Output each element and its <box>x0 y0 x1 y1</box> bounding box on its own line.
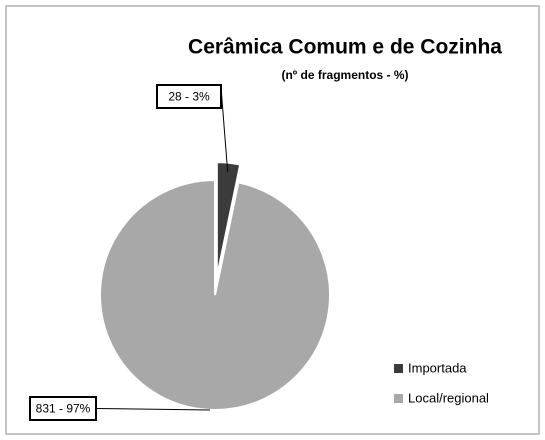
data-label-box <box>156 84 222 109</box>
data-label: 831 - 97% <box>36 402 91 416</box>
chart-title: Cerâmica Comum e de Cozinha <box>188 36 502 59</box>
leader-line <box>95 408 211 411</box>
data-label-box <box>29 396 97 421</box>
legend-swatch <box>394 364 403 373</box>
data-label: 28 - 3% <box>168 90 210 104</box>
pie-slice <box>99 178 331 411</box>
chart-subtitle: (nº de fragmentos - %) <box>281 68 408 82</box>
leader-line <box>220 86 229 172</box>
legend-swatch <box>394 394 403 403</box>
legend-label: Importada <box>408 360 467 375</box>
legend-label: Local/regional <box>408 390 489 405</box>
pie-slice <box>215 161 242 278</box>
